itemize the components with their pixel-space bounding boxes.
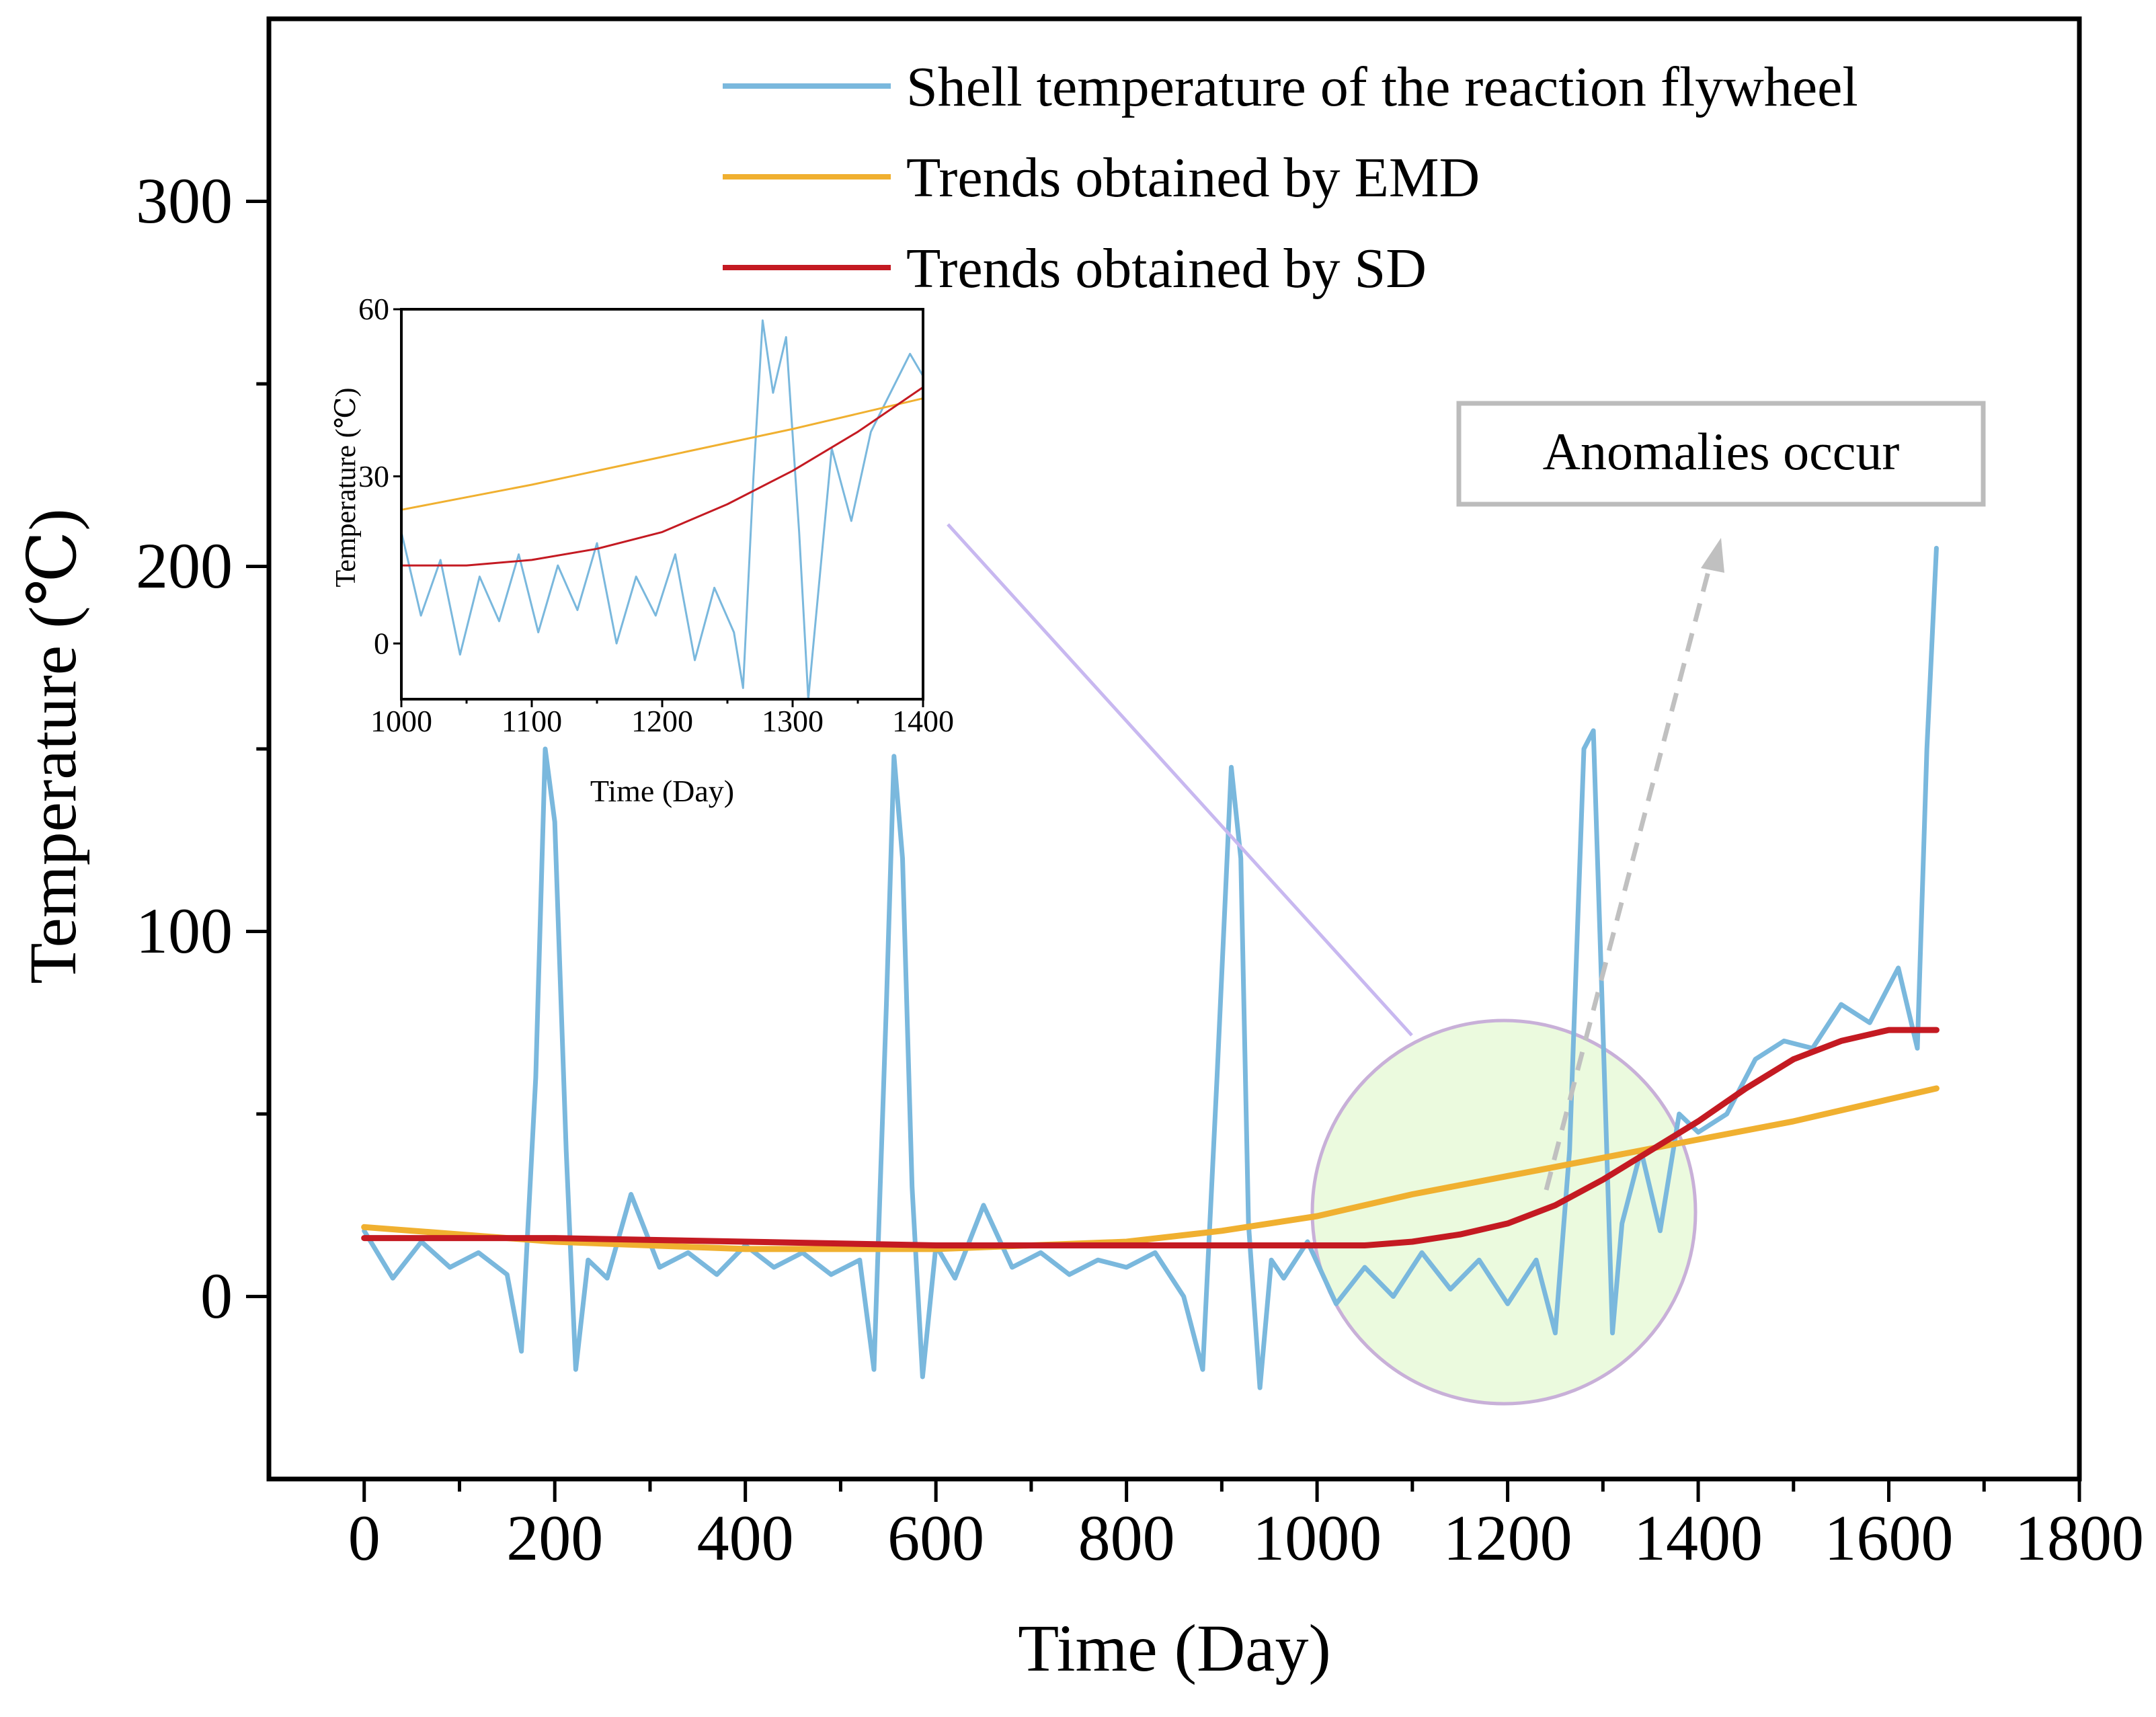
inset-connector-line: [947, 523, 1413, 1037]
x-tick-label: 600: [887, 1502, 984, 1574]
inset-background: [373, 309, 924, 706]
x-tick-label: 1000: [1252, 1502, 1382, 1574]
inset-y-axis-label: Temperature (℃): [331, 387, 362, 587]
inset-x-tick-label: 1200: [631, 704, 693, 738]
inset-x-tick-label: 1400: [892, 704, 954, 738]
inset-chart: 1000 1100 1200 1300 1400 0 30 60 Time (Day) Tem…: [331, 292, 954, 808]
inset-plot-area: 1000 1100 1200 1300 1400 0 30 60: [358, 292, 954, 738]
inset-x-axis-label: Time (Day): [590, 774, 734, 808]
x-tick-label: 1600: [1825, 1502, 1954, 1574]
legend-label-sd: Trends obtained by SD: [906, 237, 1427, 300]
y-tick-label: 0: [200, 1260, 233, 1332]
y-tick-label: 200: [136, 530, 233, 602]
inset-series-line-emd-trend: [400, 397, 924, 511]
inset-x-tick-label: 1300: [762, 704, 824, 738]
legend-label-shell: Shell temperature of the reaction flywhe…: [906, 56, 1858, 118]
inset-x-tick-label: 1100: [502, 704, 562, 738]
x-tick-label: 1400: [1634, 1502, 1763, 1574]
series-line-shell-temperature: [362, 545, 1939, 1390]
annotation-box: [1456, 401, 1986, 507]
main-plot-area: 0 200 400 600 800 1000 1200 1400 1600 18000100200…: [136, 16, 2144, 1574]
inset-series-line-sd-trend: [400, 386, 924, 567]
x-tick-label: 0: [348, 1502, 381, 1574]
y-tick-label: 100: [136, 895, 233, 967]
legend: Shell temperature of the reaction flywhe…: [723, 56, 1858, 300]
x-axis-label: Time (Day): [1018, 1611, 1331, 1685]
y-tick-label: 300: [136, 165, 233, 237]
annotation-text: Anomalies occur: [1543, 422, 1900, 481]
inset-y-tick-label: 0: [374, 626, 389, 660]
anomaly-arrow-head: [1701, 538, 1724, 573]
series-line-emd-trend: [361, 1085, 1940, 1252]
x-tick-label: 400: [697, 1502, 794, 1574]
x-tick-label: 800: [1078, 1502, 1175, 1574]
inset-series-line-shell-temperature: [400, 319, 924, 701]
inset-y-tick-label: 30: [358, 459, 389, 493]
legend-label-emd: Trends obtained by EMD: [906, 147, 1480, 209]
x-tick-label: 1200: [1443, 1502, 1572, 1574]
inset-x-tick-label: 1000: [370, 704, 432, 738]
x-tick-label: 1800: [2015, 1502, 2144, 1574]
series-line-sd-trend: [361, 1027, 1940, 1248]
inset-y-tick-label: 60: [358, 292, 389, 326]
anomaly-highlight-circle: [1310, 1019, 1698, 1406]
anomaly-arrow-line: [1544, 561, 1714, 1191]
y-axis-label: Temperature (℃): [15, 508, 90, 984]
x-tick-label: 200: [506, 1502, 603, 1574]
